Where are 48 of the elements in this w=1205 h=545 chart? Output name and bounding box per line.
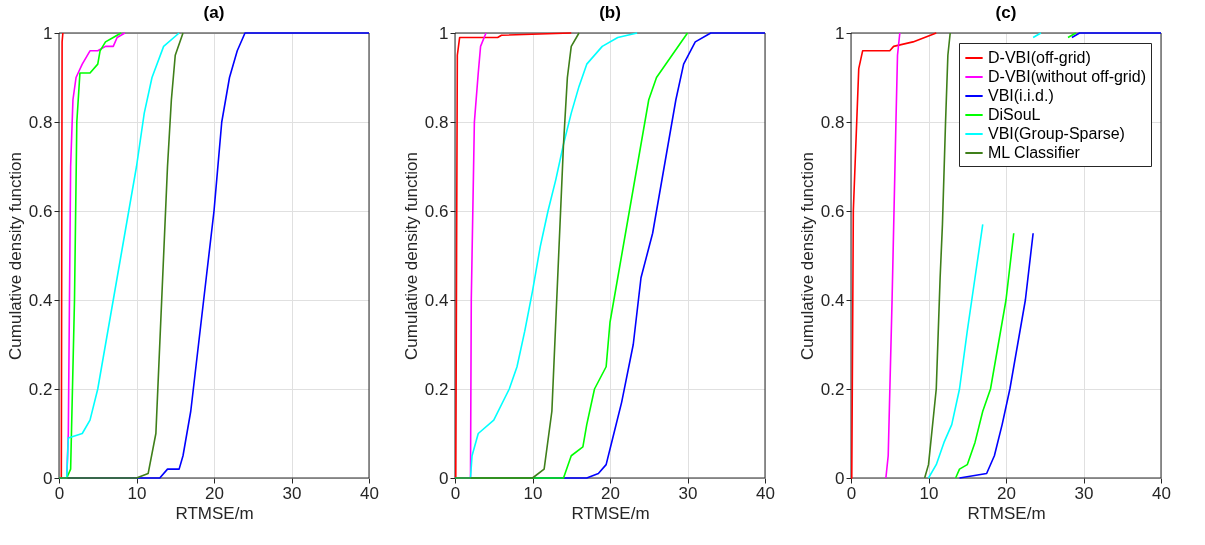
line-series (923, 32, 951, 479)
x-tick-label: 40 (1152, 483, 1171, 503)
y-tick-label: 0.2 (820, 379, 845, 399)
x-tick-label: 10 (127, 483, 147, 503)
x-tick-label: 40 (360, 483, 379, 503)
y-tick-label: 0.4 (424, 290, 449, 310)
x-tick-label: 30 (282, 483, 302, 503)
y-tick-label: 0.2 (28, 379, 53, 399)
y-tick-label: 0.8 (820, 112, 845, 132)
y-axis-title: Cumulative density function (401, 152, 421, 360)
x-tick-label: 20 (205, 483, 224, 503)
y-tick-label: 1 (835, 23, 845, 43)
y-tick-label: 0 (835, 468, 845, 488)
line-series (850, 32, 938, 479)
y-tick-label: 0 (43, 468, 53, 488)
x-axis-title: RTMSE/m (175, 503, 254, 523)
legend-label: ML Classifier (988, 144, 1081, 161)
y-axis-title: Cumulative density function (797, 152, 817, 360)
y-tick-label: 0.4 (820, 290, 845, 310)
x-axis-title: RTMSE/m (967, 503, 1046, 523)
legend-label: D-VBI(without off-grid) (988, 68, 1146, 85)
line-series (885, 32, 901, 479)
x-tick-label: 20 (601, 483, 620, 503)
y-tick-label: 0.4 (28, 290, 53, 310)
legend-label: VBI(i.i.d.) (988, 87, 1054, 104)
x-tick-label: 10 (919, 483, 939, 503)
x-tick-label: 30 (678, 483, 698, 503)
x-tick-label: 40 (756, 483, 775, 503)
y-tick-label: 0.6 (28, 201, 53, 221)
y-tick-label: 1 (43, 23, 53, 43)
y-tick-label: 0.8 (28, 112, 53, 132)
x-tick-label: 30 (1074, 483, 1094, 503)
x-axis-title: RTMSE/m (571, 503, 650, 523)
legend-label: DiSouL (988, 106, 1041, 123)
y-tick-label: 0.2 (424, 379, 449, 399)
y-tick-label: 0.8 (424, 112, 449, 132)
chart-title: (a) (203, 3, 225, 22)
chart-title: (b) (599, 3, 621, 22)
y-axis-title: Cumulative density function (5, 152, 25, 360)
x-tick-label: 10 (523, 483, 543, 503)
y-tick-label: 0.6 (424, 201, 449, 221)
legend-label: D-VBI(off-grid) (988, 49, 1091, 66)
y-tick-label: 0.6 (820, 201, 845, 221)
x-tick-label: 20 (997, 483, 1016, 503)
y-tick-label: 1 (439, 23, 449, 43)
y-tick-label: 0 (439, 468, 449, 488)
legend-label: VBI(Group-Sparse) (988, 125, 1125, 142)
chart-title: (c) (995, 3, 1017, 22)
